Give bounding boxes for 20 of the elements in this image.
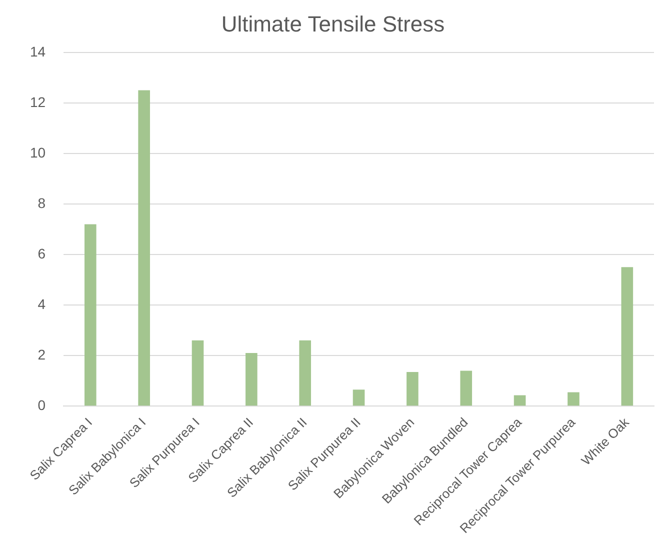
y-tick-label: 8 [38,194,46,211]
y-tick-label: 0 [38,396,46,413]
y-tick-label: 2 [38,346,46,362]
bar [192,340,204,406]
bar [514,395,526,406]
y-tick-label: 4 [38,296,46,312]
bar [406,372,418,406]
chart-title: Ultimate Tensile Stress [221,11,445,36]
bar [138,90,150,406]
y-tick-label: 14 [30,43,46,60]
y-tick-label: 10 [30,144,46,160]
bar [299,340,312,406]
bar [621,267,634,406]
bar [568,392,580,406]
y-tick-label: 12 [30,94,46,110]
bar [460,370,472,406]
bar [84,224,96,406]
bar [246,353,258,406]
y-tick-label: 6 [38,245,46,262]
bar [352,390,365,406]
